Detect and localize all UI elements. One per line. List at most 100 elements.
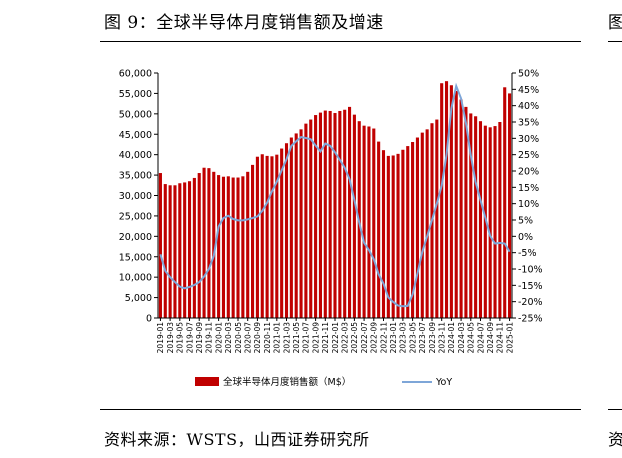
x-tick-label: 2019-09 [195,322,204,354]
bar [212,171,216,318]
bar [246,171,250,318]
x-tick-label: 2019-01 [156,322,165,354]
x-tick-label: 2025-01 [505,322,514,354]
bar [508,93,512,318]
x-tick-label: 2019-03 [166,322,175,354]
bar [280,148,284,318]
bar [391,155,395,318]
x-tick-label: 2019-11 [205,322,214,354]
x-tick-label: 2021-11 [321,322,330,354]
source-rule [100,409,581,410]
left-tick-label: 25,000 [119,211,152,222]
bar [367,126,371,319]
bar [386,155,390,318]
legend-bar-swatch [195,377,219,386]
right-tick-label: 15% [518,183,539,194]
left-tick-label: 55,000 [119,89,152,100]
x-tick-label: 2020-01 [214,322,223,354]
x-tick-label: 2020-09 [253,322,262,354]
bar [372,128,376,318]
bar [168,185,172,318]
bar [396,153,400,318]
bar [304,123,308,318]
bar [381,150,386,318]
bar [478,121,483,319]
x-tick-label: 2023-07 [418,322,427,354]
bar [464,106,468,318]
right-tick-label: 0% [518,232,533,243]
bar [183,182,187,318]
x-tick-label: 2020-07 [244,322,253,354]
right-tick-label: 20% [518,167,539,178]
bar [231,177,235,318]
bar [449,85,453,318]
bar [352,114,356,319]
bar [241,176,245,318]
bar [187,181,192,318]
bar [411,142,415,318]
x-tick-label: 2024-11 [496,322,505,354]
bar [459,99,463,318]
adjacent-title-rule [608,41,622,42]
bar [503,87,507,318]
bar [270,156,274,318]
x-tick-label: 2020-03 [224,322,233,354]
bar [454,90,458,318]
bar [483,125,487,318]
x-tick-label: 2024-09 [486,322,495,354]
right-tick-label: 10% [518,199,539,210]
bar [488,127,492,318]
left-tick-label: 20,000 [119,232,152,243]
bar [309,119,313,318]
right-tick-label: -10% [518,265,543,276]
x-tick-label: 2022-05 [350,322,359,354]
bar [323,110,327,318]
bar [474,116,478,318]
x-tick-label: 2024-07 [476,322,485,354]
x-axis-ticks: 2019-01 2019-03 2019-05 2019-07 2019-09 2019-… [156,318,514,353]
bar [226,176,230,318]
bar [406,146,410,318]
right-tick-label: -15% [518,281,543,292]
right-tick-label: 25% [518,150,539,161]
bar [202,167,206,318]
legend-line-label: YoY [435,377,452,388]
bar [377,141,381,318]
right-tick-label: 30% [518,134,539,145]
bar [318,112,322,318]
bar [333,113,337,319]
right-tick-label: -20% [518,297,543,308]
x-tick-label: 2023-09 [428,322,437,354]
x-tick-label: 2021-01 [273,322,282,354]
bar [217,175,221,318]
bar [275,154,279,318]
adjacent-figure-title-fragment: 图 [608,13,622,33]
right-axis-ticks: -25% -20% -15% -10% -5% 0% 5% 10% 15% 20% 25% 30% 35… [512,69,543,325]
yoy-line [159,82,511,308]
right-tick-label: 50% [518,69,539,80]
x-tick-label: 2022-03 [341,322,350,354]
bar [284,143,289,318]
bar [197,173,201,318]
bar [173,185,177,318]
bar [328,110,332,318]
x-tick-label: 2020-05 [234,322,243,354]
bar [469,113,473,319]
x-tick-label: 2024-05 [467,322,476,354]
bar [178,183,182,318]
left-tick-label: 40,000 [119,150,152,161]
right-tick-label: 35% [518,118,539,129]
left-tick-label: 60,000 [119,69,152,80]
bar [493,126,497,318]
bar [221,176,226,318]
bar [207,168,211,318]
legend: 全球半导体月度销售额（M$） YoY [195,376,452,388]
bar [420,132,424,318]
title-rule [100,41,581,42]
x-tick-label: 2022-07 [360,322,369,354]
adjacent-source-fragment: 资 [608,430,622,449]
x-tick-label: 2022-09 [370,322,379,354]
right-tick-label: -25% [518,314,543,325]
left-tick-label: 30,000 [119,191,152,202]
